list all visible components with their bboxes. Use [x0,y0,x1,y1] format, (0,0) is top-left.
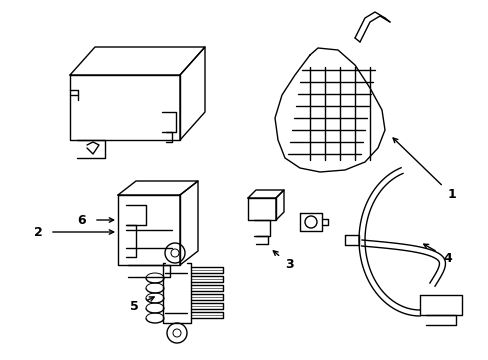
Text: 3: 3 [285,258,294,271]
Text: 5: 5 [129,301,138,314]
Text: 1: 1 [447,189,455,202]
Text: 2: 2 [34,225,42,238]
Text: 4: 4 [443,252,451,265]
Text: 6: 6 [78,213,86,226]
